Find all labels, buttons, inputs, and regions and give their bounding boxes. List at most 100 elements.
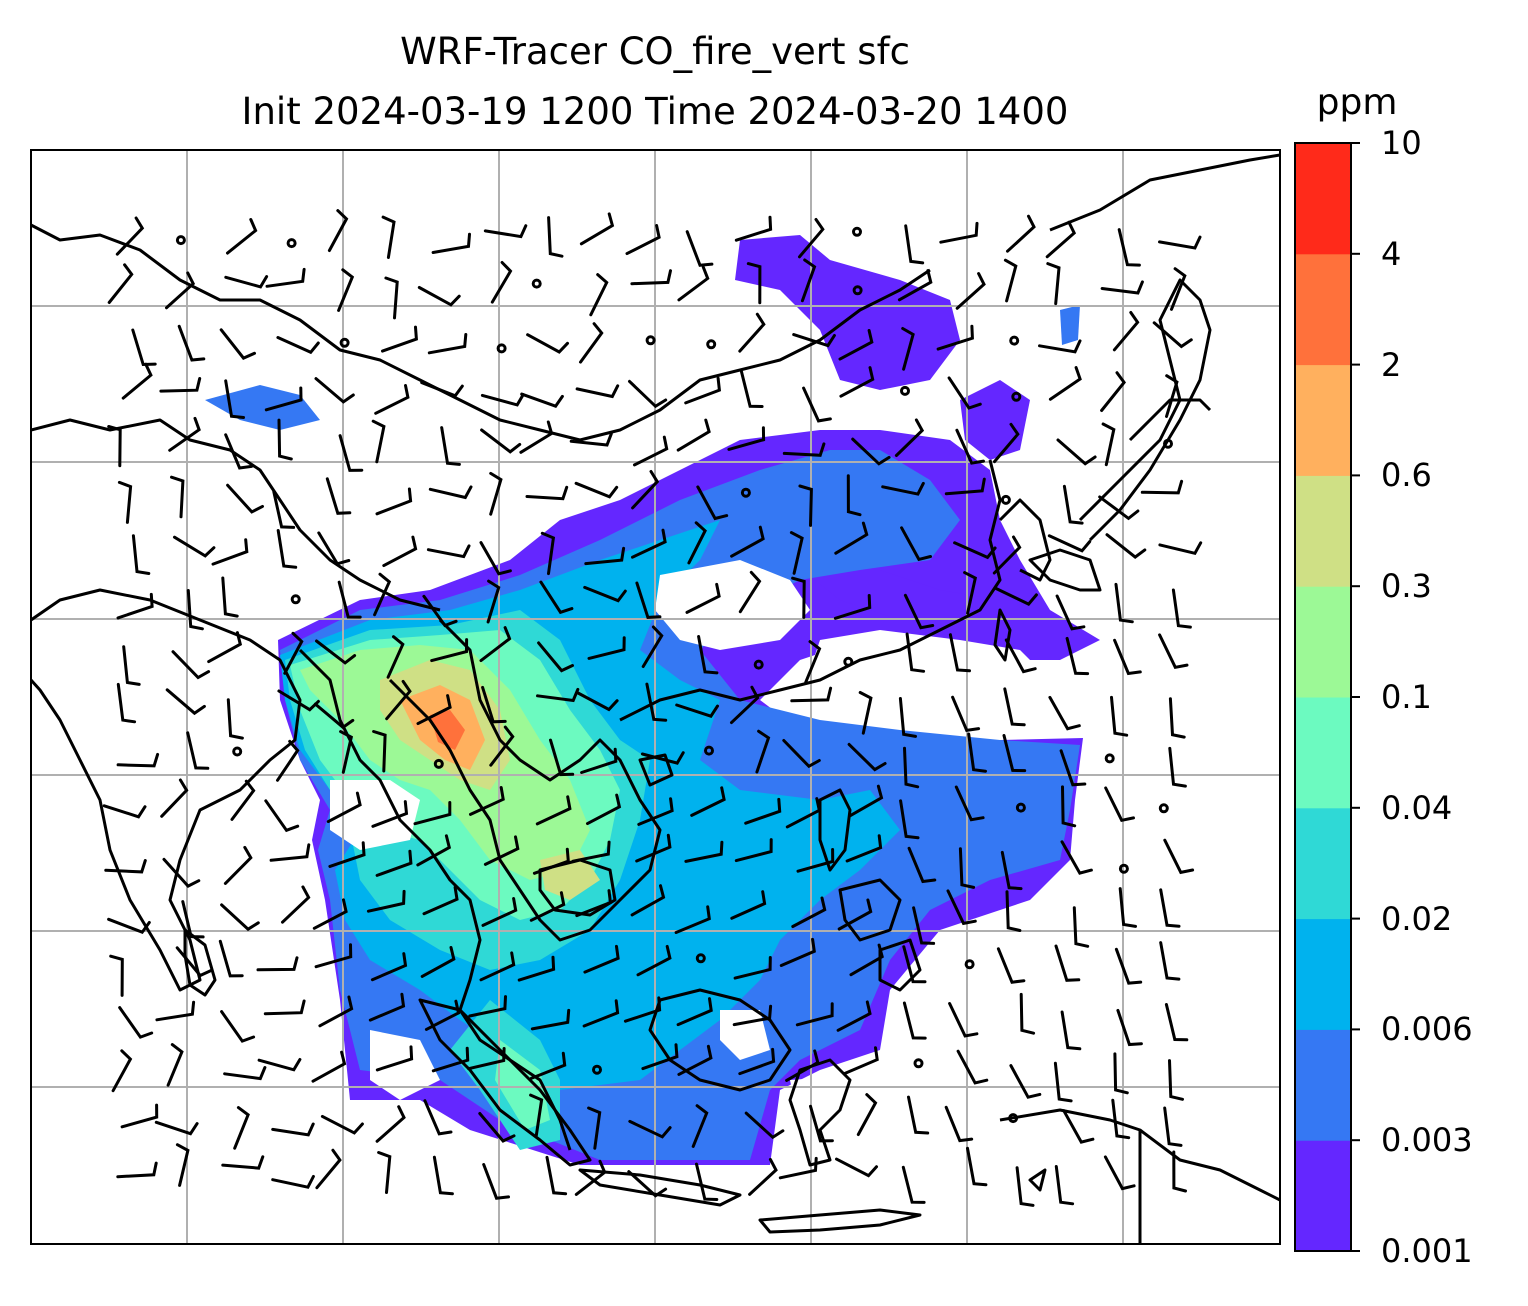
wind-barb — [846, 474, 862, 517]
wind-barb — [635, 833, 672, 863]
wind-barb — [220, 903, 260, 932]
gridlines — [31, 150, 1280, 1244]
wind-barb — [903, 746, 920, 789]
wind-barb — [744, 797, 782, 825]
calm-wind-circle — [1015, 802, 1026, 813]
chart-title-line1: WRF-Tracer CO_fire_vert sfc — [400, 30, 910, 73]
wind-barb — [424, 999, 461, 1031]
wind-barb — [738, 1047, 776, 1076]
wind-barb — [939, 221, 979, 244]
wind-barb — [483, 835, 520, 866]
colorbar-tick-label: 0.04 — [1381, 788, 1453, 827]
calm-wind-circle — [1118, 863, 1129, 874]
colorbar-unit-label: ppm — [1316, 82, 1398, 123]
wind-barb — [382, 535, 418, 568]
wind-barb — [580, 747, 618, 774]
wind-barb — [849, 943, 884, 977]
wind-barb — [897, 269, 933, 302]
calm-wind-circle — [1163, 438, 1173, 449]
calm-wind-circle — [592, 1064, 602, 1075]
wind-barb — [782, 442, 826, 457]
wind-barb — [623, 996, 662, 1023]
colorbar-band — [1295, 364, 1351, 476]
wind-barb — [430, 638, 469, 663]
wind-barb — [1117, 228, 1141, 267]
wind-barb — [778, 1156, 818, 1180]
wind-barb — [186, 589, 204, 631]
wind-barb — [420, 946, 456, 978]
wind-barb — [525, 485, 569, 501]
wind-barb — [102, 804, 147, 819]
wind-barb — [631, 470, 660, 510]
wind-barb — [338, 434, 364, 472]
colorbar-band — [1295, 1029, 1351, 1141]
calm-wind-circle — [900, 385, 910, 396]
wind-barb — [802, 386, 832, 423]
colorbar-tick-label: 4 — [1381, 234, 1402, 273]
wind-barb — [637, 797, 674, 826]
wind-barb — [901, 1165, 926, 1204]
wind-barb — [366, 889, 406, 913]
calm-wind-circle — [433, 758, 444, 769]
wind-barb — [641, 625, 664, 668]
wind-barb — [958, 847, 976, 889]
wind-barb — [371, 419, 386, 464]
wind-barb — [631, 528, 667, 559]
wind-barb — [898, 697, 917, 738]
wind-barb — [630, 269, 672, 286]
wind-barb — [257, 1058, 302, 1072]
map-content — [31, 150, 1280, 1244]
wind-barb — [881, 481, 925, 496]
wind-barb — [835, 1157, 878, 1178]
wind-barb — [858, 691, 873, 735]
wind-barb — [1009, 1064, 1042, 1099]
wind-barb — [727, 426, 766, 451]
calm-wind-circle — [286, 238, 297, 249]
wind-barb — [281, 885, 311, 924]
wind-barb — [583, 944, 620, 974]
wind-barb — [314, 377, 355, 404]
wind-barb — [318, 995, 354, 1028]
wind-barb — [159, 377, 202, 393]
wind-barb — [936, 324, 974, 351]
wind-barb — [955, 272, 986, 310]
wind-barb — [223, 1066, 267, 1081]
wind-barb — [1045, 220, 1077, 259]
wind-barb — [122, 645, 141, 686]
wind-barb — [481, 897, 518, 927]
calm-wind-circle — [704, 745, 714, 756]
wind-barb — [327, 209, 349, 252]
wind-barb — [384, 276, 399, 320]
wind-barb — [1054, 944, 1081, 982]
wind-barb — [535, 795, 572, 826]
wind-barb — [579, 212, 615, 246]
wind-barb — [628, 379, 668, 409]
wind-barb — [1105, 533, 1147, 559]
wind-barbs — [102, 209, 1203, 1207]
wind-barb — [633, 435, 669, 467]
wind-barb — [996, 947, 1026, 984]
wind-barb — [104, 859, 147, 874]
wind-barb — [1164, 1003, 1189, 1042]
wind-barb — [944, 1105, 974, 1143]
wind-barb — [676, 418, 711, 452]
wind-barb — [220, 1010, 256, 1043]
wind-barb — [276, 529, 298, 569]
wind-barb — [175, 1143, 190, 1187]
wind-barb — [628, 1119, 672, 1139]
wind-barb — [967, 732, 987, 773]
wind-barb — [121, 362, 153, 400]
wind-barb — [992, 535, 1022, 575]
wind-barb — [796, 848, 835, 873]
wind-barb — [386, 635, 405, 679]
wind-barb — [587, 636, 626, 660]
wind-barb — [372, 730, 387, 773]
wind-barb — [1059, 749, 1087, 787]
wind-barb — [168, 416, 201, 452]
wind-barb — [789, 531, 804, 575]
wind-barb — [271, 1122, 315, 1137]
wind-barb — [381, 325, 418, 353]
coastlines — [31, 153, 1280, 1244]
wind-barb — [375, 849, 413, 877]
wind-barb — [804, 640, 822, 684]
